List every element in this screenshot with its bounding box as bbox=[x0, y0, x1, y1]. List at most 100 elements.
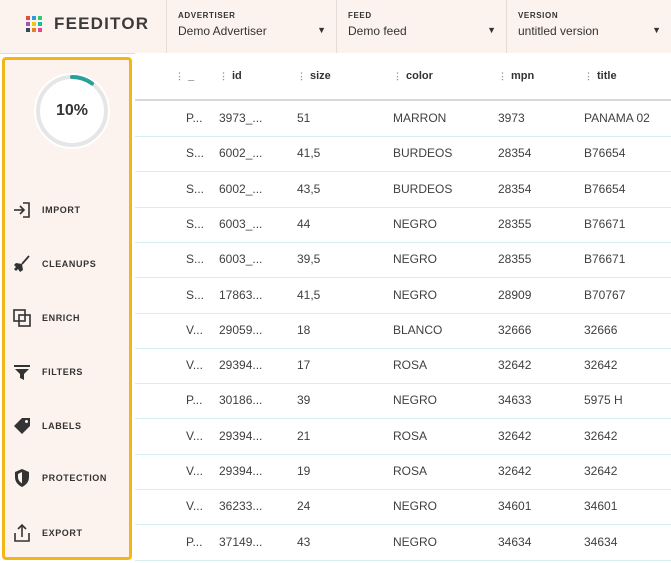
nav-import[interactable]: IMPORT bbox=[11, 199, 81, 221]
table-cell-mpn[interactable]: 32642 bbox=[498, 464, 532, 478]
nav-export[interactable]: EXPORT bbox=[11, 522, 83, 544]
table-cell-color[interactable]: ROSA bbox=[393, 464, 428, 478]
nav-cleanups[interactable]: CLEANUPS bbox=[11, 253, 96, 275]
table-cell-id[interactable]: 30186... bbox=[219, 393, 263, 408]
table-cell-title[interactable]: B76654 bbox=[584, 146, 626, 161]
table-cell-size[interactable]: 51 bbox=[297, 111, 311, 125]
table-cell-color[interactable]: NEGRO bbox=[393, 287, 438, 302]
table-row[interactable]: V... 36233... 24 NEGRO 34601 34601 bbox=[135, 489, 671, 526]
table-cell-color[interactable]: BLANCO bbox=[393, 322, 443, 337]
table-cell-mpn[interactable]: 28355 bbox=[498, 216, 532, 231]
table-cell-underscore[interactable]: S... bbox=[186, 181, 205, 196]
table-cell-color[interactable]: NEGRO bbox=[393, 393, 438, 408]
advertiser-select[interactable]: ADVERTISER Demo Advertiser ▼ bbox=[166, 0, 336, 53]
table-cell-id[interactable]: 36233... bbox=[219, 499, 263, 514]
table-cell-color[interactable]: ROSA bbox=[393, 358, 428, 373]
table-cell-size[interactable]: 24 bbox=[297, 499, 311, 514]
table-cell-mpn[interactable]: 3973 bbox=[498, 111, 525, 125]
column-header-underscore[interactable]: ⋮ _ bbox=[175, 53, 194, 99]
nav-labels[interactable]: LABELS bbox=[11, 415, 82, 437]
table-cell-underscore[interactable]: V... bbox=[186, 499, 203, 514]
table-cell-mpn[interactable]: 34601 bbox=[498, 499, 532, 514]
table-cell-id[interactable]: 29394... bbox=[219, 464, 263, 478]
column-header-title[interactable]: ⋮ title bbox=[584, 53, 617, 99]
table-cell-title[interactable]: 32642 bbox=[584, 428, 618, 443]
table-cell-size[interactable]: 19 bbox=[297, 464, 311, 478]
table-cell-color[interactable]: NEGRO bbox=[393, 534, 438, 549]
table-cell-size[interactable]: 41,5 bbox=[297, 146, 321, 161]
table-cell-underscore[interactable]: P... bbox=[186, 534, 203, 549]
table-cell-id[interactable]: 3973_... bbox=[219, 111, 263, 125]
table-cell-underscore[interactable]: S... bbox=[186, 287, 205, 302]
table-cell-id[interactable]: 29394... bbox=[219, 358, 263, 373]
table-cell-size[interactable]: 39 bbox=[297, 393, 311, 408]
table-row[interactable]: S... 6002_... 43,5 BURDEOS 28354 B76654 bbox=[135, 172, 671, 208]
table-cell-mpn[interactable]: 28355 bbox=[498, 252, 532, 267]
table-cell-underscore[interactable]: P... bbox=[186, 393, 203, 408]
table-cell-title[interactable]: B76654 bbox=[584, 181, 626, 196]
table-cell-size[interactable]: 41,5 bbox=[297, 287, 321, 302]
table-cell-size[interactable]: 39,5 bbox=[297, 252, 321, 267]
table-cell-underscore[interactable]: S... bbox=[186, 252, 205, 267]
drag-handle-icon[interactable]: ⋮ bbox=[498, 71, 507, 81]
table-row[interactable]: P... 3973_... 51 MARRON 3973 PANAMA 02 bbox=[135, 101, 671, 137]
table-cell-underscore[interactable]: S... bbox=[186, 216, 205, 231]
table-row[interactable]: P... 30186... 39 NEGRO 34633 5975 H bbox=[135, 383, 671, 420]
nav-filters[interactable]: FILTERS bbox=[11, 361, 83, 383]
table-cell-mpn[interactable]: 32642 bbox=[498, 428, 532, 443]
table-row[interactable]: S... 17863... 41,5 NEGRO 28909 B70767 bbox=[135, 278, 671, 314]
table-cell-title[interactable]: B76671 bbox=[584, 216, 626, 231]
table-cell-underscore[interactable]: V... bbox=[186, 464, 203, 478]
column-header-size[interactable]: ⋮ size bbox=[297, 53, 331, 99]
app-logo[interactable]: FEEDITOR bbox=[26, 14, 149, 34]
drag-handle-icon[interactable]: ⋮ bbox=[393, 71, 402, 81]
table-row[interactable]: V... 29394... 19 ROSA 32642 32642 bbox=[135, 454, 671, 490]
table-cell-color[interactable]: BURDEOS bbox=[393, 146, 453, 161]
table-cell-size[interactable]: 44 bbox=[297, 216, 311, 231]
table-row[interactable]: P... 37149... 43 NEGRO 34634 34634 bbox=[135, 525, 671, 561]
table-cell-mpn[interactable]: 28909 bbox=[498, 287, 532, 302]
table-cell-title[interactable]: 34634 bbox=[584, 534, 618, 549]
table-cell-title[interactable]: 32666 bbox=[584, 322, 618, 337]
table-cell-id[interactable]: 37149... bbox=[219, 534, 263, 549]
table-cell-title[interactable]: 32642 bbox=[584, 358, 618, 373]
drag-handle-icon[interactable]: ⋮ bbox=[297, 71, 306, 81]
drag-handle-icon[interactable]: ⋮ bbox=[584, 71, 593, 81]
table-row[interactable]: V... 29394... 17 ROSA 32642 32642 bbox=[135, 348, 671, 385]
table-row[interactable]: S... 6003_... 39,5 NEGRO 28355 B76671 bbox=[135, 242, 671, 279]
table-cell-mpn[interactable]: 32666 bbox=[498, 322, 532, 337]
table-cell-mpn[interactable]: 28354 bbox=[498, 181, 532, 196]
table-cell-mpn[interactable]: 34634 bbox=[498, 534, 532, 549]
table-cell-id[interactable]: 6003_... bbox=[219, 252, 263, 267]
table-cell-title[interactable]: 34601 bbox=[584, 499, 618, 514]
table-row[interactable]: S... 6003_... 44 NEGRO 28355 B76671 bbox=[135, 207, 671, 243]
table-cell-title[interactable]: PANAMA 02 bbox=[584, 111, 650, 125]
table-cell-mpn[interactable]: 28354 bbox=[498, 146, 532, 161]
table-cell-id[interactable]: 29394... bbox=[219, 428, 263, 443]
table-cell-color[interactable]: BURDEOS bbox=[393, 181, 453, 196]
table-cell-color[interactable]: MARRON bbox=[393, 111, 447, 125]
table-row[interactable]: S... 6002_... 41,5 BURDEOS 28354 B76654 bbox=[135, 136, 671, 173]
table-row[interactable]: V... 29059... 18 BLANCO 32666 32666 bbox=[135, 313, 671, 349]
table-cell-underscore[interactable]: S... bbox=[186, 146, 205, 161]
table-cell-underscore[interactable]: V... bbox=[186, 358, 203, 373]
table-cell-id[interactable]: 29059... bbox=[219, 322, 263, 337]
table-cell-id[interactable]: 6003_... bbox=[219, 216, 263, 231]
table-cell-size[interactable]: 17 bbox=[297, 358, 311, 373]
column-header-color[interactable]: ⋮ color bbox=[393, 53, 433, 99]
column-header-id[interactable]: ⋮ id bbox=[219, 53, 242, 99]
nav-enrich[interactable]: ENRICH bbox=[11, 307, 80, 329]
feed-select[interactable]: FEED Demo feed ▼ bbox=[336, 0, 506, 53]
drag-handle-icon[interactable]: ⋮ bbox=[175, 71, 184, 81]
table-cell-size[interactable]: 43,5 bbox=[297, 181, 321, 196]
nav-protection[interactable]: PROTECTION bbox=[11, 467, 107, 489]
version-select[interactable]: VERSION untitled version ▼ bbox=[506, 0, 671, 53]
table-cell-title[interactable]: B76671 bbox=[584, 252, 626, 267]
table-cell-underscore[interactable]: V... bbox=[186, 322, 203, 337]
table-cell-size[interactable]: 21 bbox=[297, 428, 311, 443]
column-header-mpn[interactable]: ⋮ mpn bbox=[498, 53, 534, 99]
table-cell-id[interactable]: 17863... bbox=[219, 287, 263, 302]
table-cell-title[interactable]: B70767 bbox=[584, 287, 626, 302]
table-cell-color[interactable]: ROSA bbox=[393, 428, 428, 443]
table-cell-size[interactable]: 18 bbox=[297, 322, 311, 337]
